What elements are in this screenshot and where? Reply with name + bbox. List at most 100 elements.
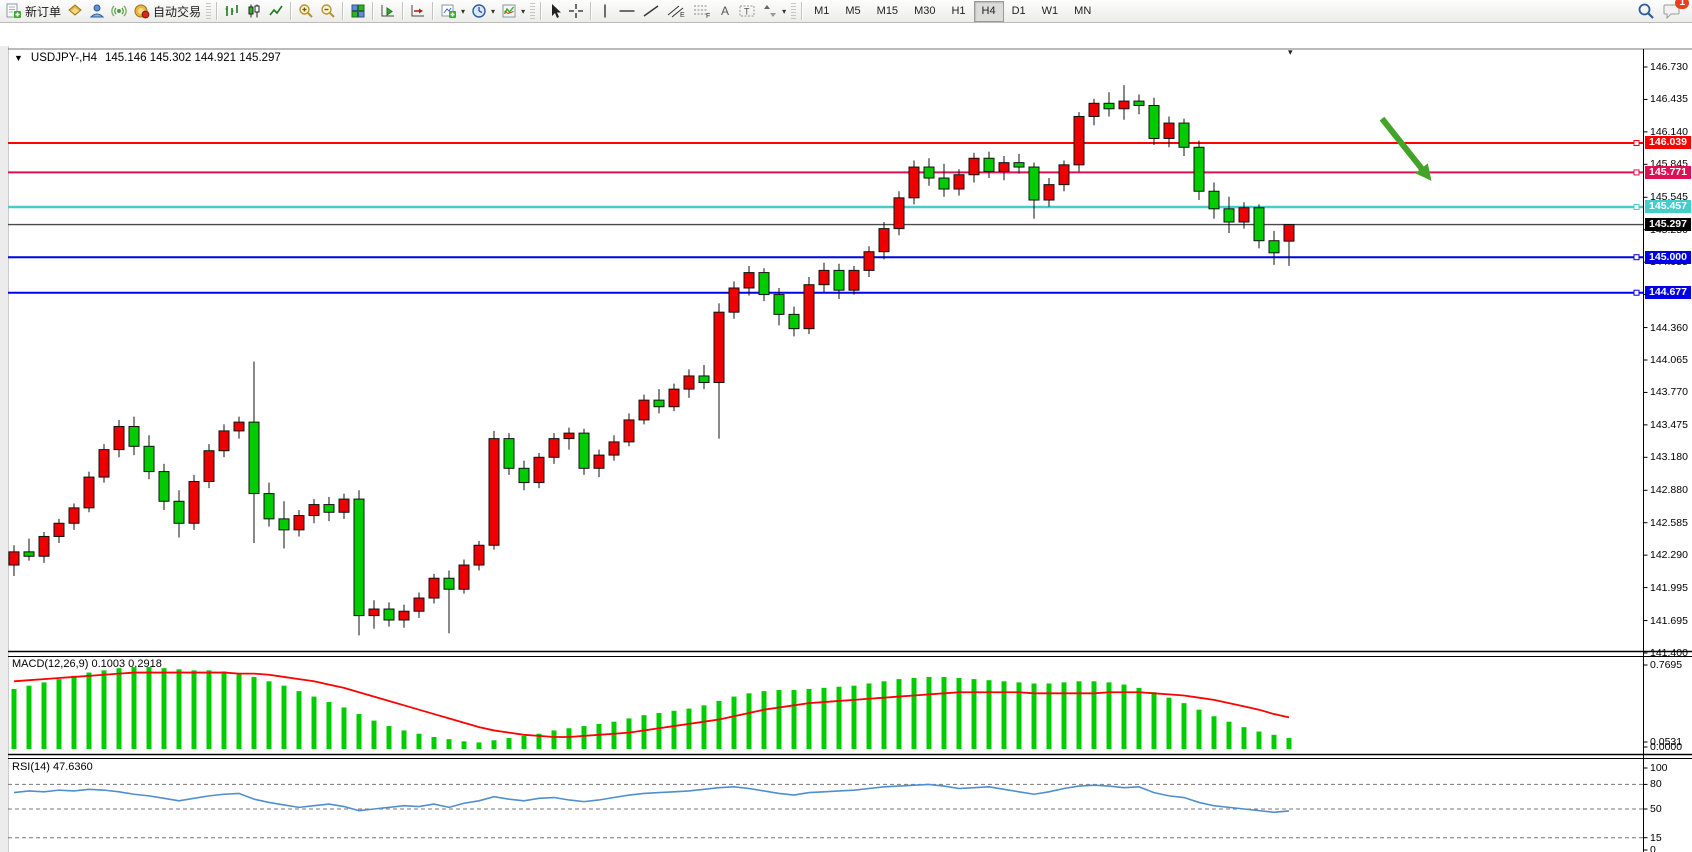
signals-icon (111, 5, 127, 17)
toolbar-grip (206, 3, 212, 19)
horizontal-line-button[interactable] (615, 2, 639, 21)
toolbar-separator (540, 2, 543, 20)
price-line-tag: 146.039 (1645, 136, 1691, 150)
timeframe-W1[interactable]: W1 (1041, 4, 1059, 17)
bar-chart-button[interactable] (221, 2, 243, 21)
horizontal-line-icon (619, 10, 635, 12)
svg-text:A: A (721, 4, 729, 18)
axis-tick-label: 50 (1650, 803, 1662, 815)
axis-tick-label: 143.180 (1650, 451, 1688, 464)
bar-chart-icon (225, 5, 238, 16)
search-icon[interactable] (1637, 2, 1655, 20)
tile-windows-button[interactable] (347, 2, 369, 21)
toolbar-separator (342, 2, 345, 20)
text-button[interactable]: A (715, 2, 735, 21)
toolbar-separator (801, 2, 804, 20)
candlestick-chart-icon (248, 4, 260, 18)
label-button[interactable]: T (735, 2, 759, 21)
timeframe-H4[interactable]: H4 (973, 0, 1004, 22)
market-watch-button[interactable] (86, 2, 108, 21)
market-package-button[interactable] (64, 2, 86, 21)
axis-tick-label: 143.770 (1650, 386, 1688, 399)
chevron-down-icon: ▾ (461, 6, 466, 16)
toolbar-separator (590, 2, 593, 20)
axis-tick-label: 146.140 (1650, 125, 1688, 138)
axis-tick-label: 145.545 (1650, 191, 1688, 204)
arrows-button[interactable]: ▾ (759, 2, 789, 21)
axis-tick-label: 142.880 (1650, 484, 1688, 497)
toolbar-grip (791, 3, 797, 19)
market-watch-icon (89, 4, 105, 18)
timeframe-M1[interactable]: M1 (814, 4, 830, 17)
timeframe-M5[interactable]: M5 (845, 4, 861, 17)
line-chart-button[interactable] (265, 2, 287, 21)
axis-tick-label: 0 (1650, 844, 1656, 852)
tile-windows-icon (351, 4, 365, 18)
chat-button[interactable]: 1 (1663, 0, 1689, 20)
price-axis[interactable]: 146.730146.435146.140145.845145.545145.2… (1643, 46, 1692, 852)
timeframe-D1[interactable]: D1 (1011, 4, 1026, 17)
axis-tick-label: 0.7695 (1650, 659, 1683, 671)
timeframe-MN[interactable]: MN (1074, 4, 1092, 17)
channel-button[interactable]: E (663, 2, 689, 21)
chart-shift-button[interactable] (407, 2, 429, 21)
toolbar-separator (216, 2, 219, 20)
timeframe-M15[interactable]: M15 (876, 4, 899, 17)
toolbar-right-group: 1 (1637, 0, 1690, 20)
cursor-icon (552, 4, 562, 18)
collapse-chart-icon[interactable]: ▼ (14, 52, 23, 63)
candlestick-chart-button[interactable] (243, 2, 265, 21)
zoom-out-button[interactable] (317, 2, 339, 21)
axis-tick-label: 142.290 (1650, 549, 1688, 562)
line-chart-icon (269, 5, 283, 16)
svg-text:T: T (744, 7, 750, 17)
axis-tick-label: 0.0531 (1650, 736, 1683, 748)
cursor-button[interactable] (545, 2, 565, 21)
timeframe-H1[interactable]: H1 (951, 4, 966, 17)
indicators-icon (502, 4, 516, 18)
timeframe-M30[interactable]: M30 (914, 4, 936, 17)
channel-icon: E (667, 5, 685, 19)
axis-tick-label: 141.695 (1650, 614, 1688, 627)
toolbar-separator (432, 2, 435, 20)
indicators-button[interactable]: ▾ (498, 2, 528, 21)
chart-ohlc-values: 145.146 145.302 144.921 145.297 (104, 51, 281, 64)
axis-tick-label: 80 (1650, 778, 1662, 791)
zoom-in-icon (299, 4, 313, 18)
trendline-button[interactable] (639, 2, 663, 21)
chevron-down-icon: ▾ (521, 6, 526, 16)
auto-scroll-button[interactable] (377, 2, 399, 21)
signals-button[interactable] (108, 2, 130, 21)
axis-tick-label: 0.0000 (1650, 741, 1683, 753)
periods-button[interactable]: ▾ (468, 2, 498, 21)
new-chart-icon (441, 4, 457, 18)
new-chart-button[interactable]: ▾ (437, 2, 468, 21)
label-icon: T (739, 5, 755, 17)
price-line-tag: 145.000 (1645, 250, 1691, 264)
chart-title: ▼ USDJPY-,H4 145.146 145.302 144.921 145… (14, 50, 281, 65)
new-order-button[interactable]: 新订单 (2, 2, 64, 21)
autotrade-button[interactable]: 自动交易 (130, 2, 204, 21)
zoom-in-button[interactable] (295, 2, 317, 21)
vertical-line-button[interactable] (595, 2, 615, 21)
axis-tick-label: 146.730 (1650, 61, 1688, 73)
new-order-label: 新订单 (25, 4, 62, 19)
fibonacci-button[interactable]: F (689, 2, 715, 21)
crosshair-button[interactable] (565, 2, 587, 21)
axis-tick-label: 143.475 (1650, 418, 1688, 431)
axis-tick-label: 144.360 (1650, 321, 1688, 334)
new-order-icon (6, 3, 21, 18)
rsi-indicator-label: RSI(14) 47.6360 (12, 761, 93, 773)
macd-indicator-label: MACD(12,26,9) 0.1003 0.2918 (12, 658, 162, 670)
toolbar-separator (402, 2, 405, 20)
fibonacci-icon: F (694, 5, 710, 19)
autotrade-label: 自动交易 (153, 4, 202, 19)
chart-shift-icon (411, 5, 425, 17)
chevron-down-icon[interactable]: ▾ (1288, 47, 1293, 57)
notification-badge: 1 (1675, 0, 1689, 9)
chart-area: ▼ USDJPY-,H4 145.146 145.302 144.921 145… (0, 23, 1692, 852)
price-line-tag: 145.771 (1645, 165, 1691, 179)
price-chart-canvas[interactable] (0, 23, 1692, 852)
zoom-out-icon (321, 4, 335, 18)
